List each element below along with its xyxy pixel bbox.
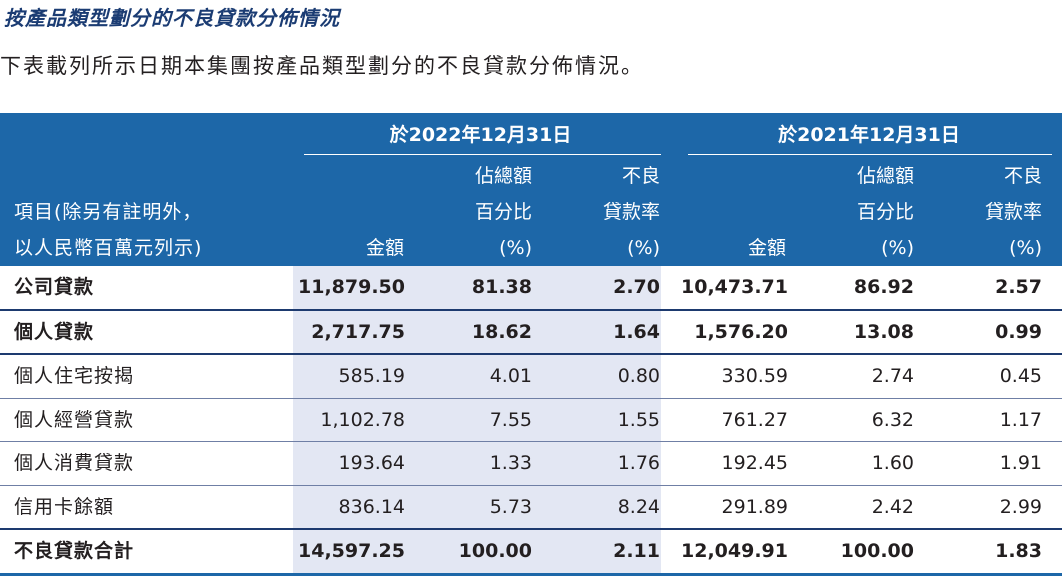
period-2022-rule (304, 154, 661, 155)
share-2021: 2.42 (871, 495, 914, 518)
npl-rate-2022: 2.11 (613, 540, 660, 562)
amount-2022: 836.14 (338, 495, 405, 518)
npl-rate-2021: 1.17 (999, 408, 1042, 431)
share-2022: 18.62 (471, 320, 532, 343)
share-2021-header: 佔總額 百分比 (%) (856, 165, 914, 259)
share-2021: 6.32 (871, 408, 914, 431)
row-label: 公司貸款 (14, 276, 95, 298)
amount-2022: 193.64 (338, 452, 405, 474)
amount-2021: 192.45 (721, 452, 788, 474)
table-row: 個人住宅按揭 585.19 4.01 0.80 330.59 2.74 0.45 (0, 355, 1062, 399)
npl-rate-2021: 0.99 (995, 320, 1042, 343)
share-2022: 81.38 (471, 276, 532, 298)
share-2021: 1.60 (871, 452, 914, 474)
row-label: 信用卡餘額 (14, 495, 115, 518)
share-2022: 100.00 (458, 540, 532, 562)
period-2021-header: 於2021年12月31日 (778, 124, 960, 146)
npl-rate-2021: 0.45 (999, 365, 1042, 387)
table-total-row: 不良貸款合計 14,597.25 100.00 2.11 12,049.91 1… (0, 530, 1062, 573)
npl-rate-2021: 1.91 (999, 452, 1042, 474)
table-bottom-border (0, 572, 1062, 576)
period-2021-rule (688, 154, 1052, 155)
npl-rate-2021-header: 不良 貸款率 (%) (984, 165, 1042, 259)
amount-2022: 1,102.78 (320, 408, 405, 431)
npl-rate-2022-header: 不良 貸款率 (%) (602, 165, 660, 259)
row-label: 個人經營貸款 (14, 408, 135, 431)
share-2022: 5.73 (489, 495, 532, 518)
table-header: 於2022年12月31日 於2021年12月31日 項目(除另有註明外， 以人民… (0, 113, 1062, 266)
npl-rate-2022: 0.80 (617, 365, 660, 387)
amount-2021: 1,576.20 (694, 320, 788, 343)
row-label: 個人消費貸款 (14, 452, 135, 474)
section-description: 下表載列所示日期本集團按產品類型劃分的不良貸款分佈情況。 (0, 54, 644, 78)
npl-rate-2022: 1.55 (617, 408, 660, 431)
amount-2021: 291.89 (721, 495, 788, 518)
row-label: 個人貸款 (14, 320, 95, 343)
share-2022: 1.33 (489, 452, 532, 474)
npl-rate-2021: 2.57 (995, 276, 1042, 298)
npl-distribution-table: 於2022年12月31日 於2021年12月31日 項目(除另有註明外， 以人民… (0, 113, 1062, 576)
amount-2022: 585.19 (338, 365, 405, 387)
share-2022-header: 佔總額 百分比 (%) (474, 165, 532, 259)
share-2021: 100.00 (840, 540, 914, 562)
npl-rate-2022: 1.64 (613, 320, 660, 343)
amount-2021: 12,049.91 (681, 540, 788, 562)
amount-2022-header: 金額 (365, 237, 404, 259)
npl-rate-2022: 1.76 (617, 452, 660, 474)
table-row: 個人經營貸款 1,102.78 7.55 1.55 761.27 6.32 1.… (0, 398, 1062, 442)
item-column-header: 項目(除另有註明外， 以人民幣百萬元列示) (14, 201, 203, 259)
table-row: 個人消費貸款 193.64 1.33 1.76 192.45 1.60 1.91 (0, 442, 1062, 486)
share-2022: 7.55 (489, 408, 532, 431)
share-2021: 13.08 (853, 320, 914, 343)
amount-2022: 2,717.75 (311, 320, 405, 343)
section-title: 按產品類型劃分的不良貸款分佈情況 (4, 6, 340, 30)
npl-rate-2021: 1.83 (995, 540, 1042, 562)
period-2022-header: 於2022年12月31日 (389, 124, 572, 146)
npl-rate-2022: 2.70 (613, 276, 660, 298)
table-row: 公司貸款 11,879.50 81.38 2.70 10,473.71 86.9… (0, 266, 1062, 311)
share-2021: 2.74 (871, 365, 914, 387)
amount-2022: 11,879.50 (298, 276, 405, 298)
npl-rate-2022: 8.24 (617, 495, 660, 518)
amount-2022: 14,597.25 (298, 540, 405, 562)
row-label: 個人住宅按揭 (14, 365, 135, 387)
amount-2021: 330.59 (721, 365, 788, 387)
share-2022: 4.01 (489, 365, 532, 387)
share-2021: 86.92 (853, 276, 914, 298)
npl-rate-2021: 2.99 (999, 495, 1042, 518)
amount-2021-header: 金額 (747, 237, 786, 259)
table-row: 個人貸款 2,717.75 18.62 1.64 1,576.20 13.08 … (0, 310, 1062, 355)
amount-2021: 761.27 (721, 408, 788, 431)
row-label: 不良貸款合計 (14, 540, 135, 562)
table-row: 信用卡餘額 836.14 5.73 8.24 291.89 2.42 2.99 (0, 485, 1062, 530)
amount-2021: 10,473.71 (681, 276, 788, 298)
